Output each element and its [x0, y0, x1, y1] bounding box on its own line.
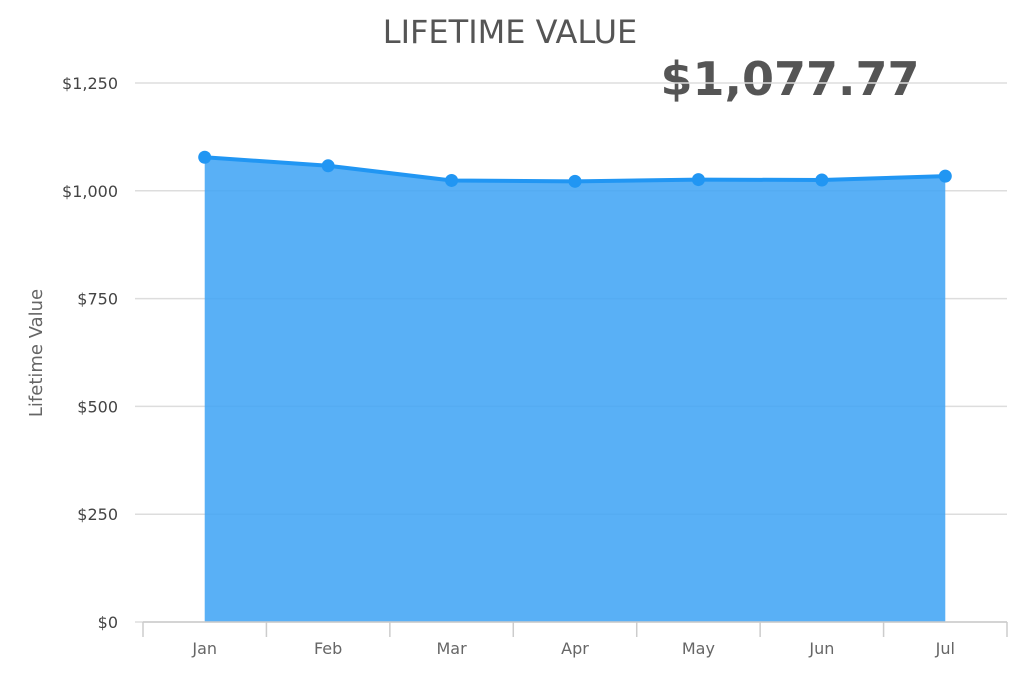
y-tick-label: $1,000 — [62, 182, 118, 201]
y-axis-label: Lifetime Value — [26, 289, 47, 417]
chart-title: LIFETIME VALUE — [383, 13, 637, 51]
data-point — [198, 150, 212, 164]
x-tick-label: Apr — [561, 639, 589, 658]
x-tick-label: Feb — [314, 639, 342, 658]
data-point — [321, 159, 335, 173]
y-tick-label: $250 — [77, 505, 118, 524]
x-tick-label: Jun — [808, 639, 834, 658]
data-point — [568, 174, 582, 188]
data-point — [938, 169, 952, 183]
y-tick-label: $500 — [77, 397, 118, 416]
x-tick-label: Jul — [935, 639, 955, 658]
x-tick-label: Jan — [191, 639, 217, 658]
data-point — [815, 173, 829, 187]
y-tick-label: $0 — [98, 613, 118, 632]
x-tick-label: Mar — [436, 639, 467, 658]
headline-value: $1,077.77 — [661, 52, 920, 106]
y-tick-label: $1,250 — [62, 74, 118, 93]
area-fill — [204, 157, 946, 623]
data-point — [445, 173, 459, 187]
x-tick-label: May — [682, 639, 715, 658]
y-tick-label: $750 — [77, 290, 118, 309]
data-point — [691, 173, 705, 187]
